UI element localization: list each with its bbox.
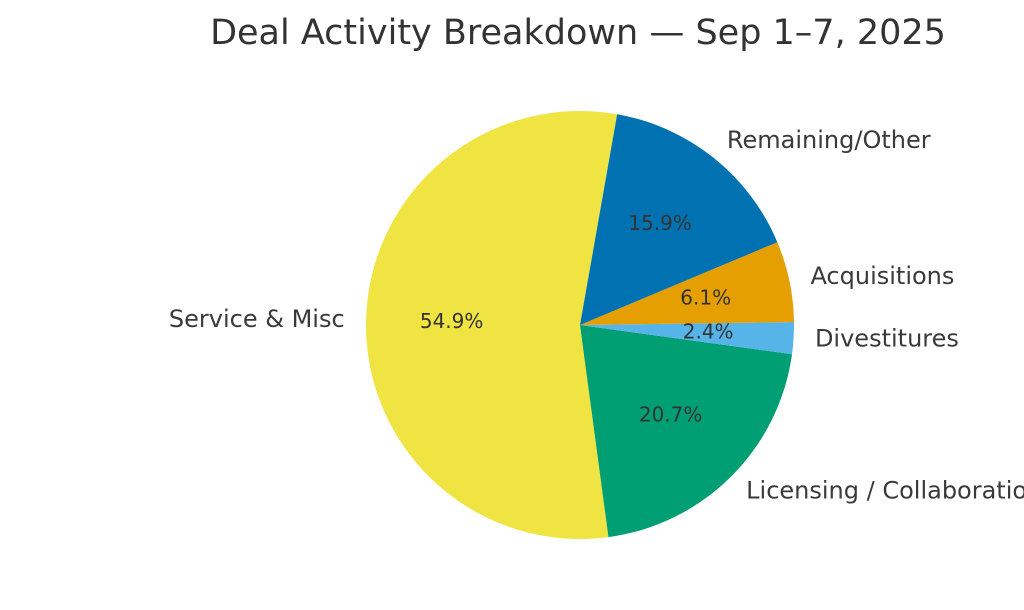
pct-label-licensing-collaborations: 20.7% [639, 402, 703, 426]
pct-label-acquisitions: 6.1% [680, 285, 731, 309]
pie-slice-service-misc [366, 111, 618, 540]
pie-slice-licensing-collaborations [580, 325, 792, 538]
slice-label-service-misc: Service & Misc [169, 305, 345, 333]
slice-label-divestitures: Divestitures [815, 324, 959, 352]
pct-label-remaining-other: 15.9% [628, 211, 692, 235]
pie-slice-divestitures [580, 322, 794, 355]
slice-label-acquisitions: Acquisitions [810, 262, 954, 290]
pct-label-divestitures: 2.4% [683, 319, 734, 343]
pie-slice-remaining-other [580, 114, 778, 325]
pie-slice-acquisitions [580, 242, 794, 325]
labels-layer: Service & Misc 54.9% Licensing / Collabora… [169, 126, 1024, 505]
slice-label-remaining-other: Remaining/Other [727, 126, 931, 154]
slices-layer [366, 111, 794, 540]
chart-title: Deal Activity Breakdown — Sep 1–7, 2025 [210, 13, 946, 53]
slice-label-licensing-collaborations: Licensing / Collaborations [746, 477, 1024, 505]
pct-label-service-misc: 54.9% [420, 309, 484, 333]
